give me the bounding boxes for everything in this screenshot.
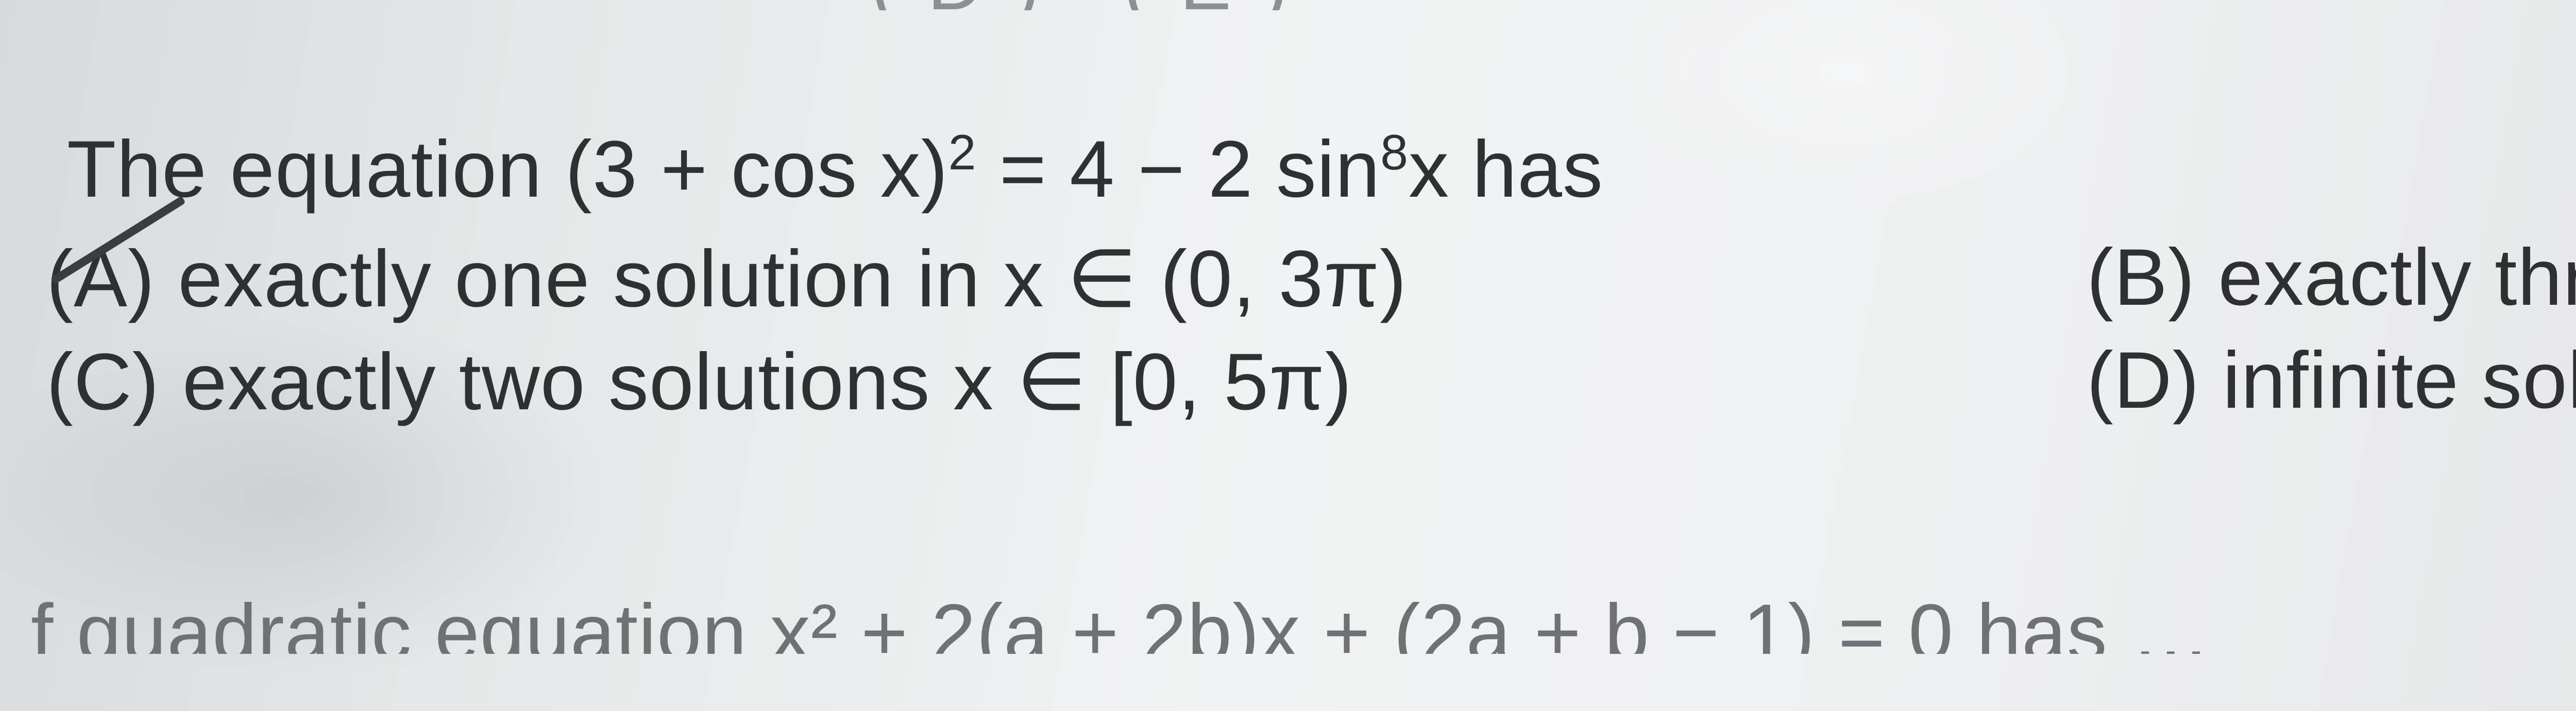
previous-question-cutoff: (D) (E) [871,0,1319,10]
option-b-text: exactly three solutions [2195,233,2576,322]
option-a-text: exactly one solution in x ∈ (0, 3π) [155,234,1407,324]
stem-exp-8: 8 [1380,125,1409,180]
topcut-text: (D) (E) [871,0,1319,10]
question-stem: The equation (3 + cos x)2 = 4 − 2 sin8x … [67,124,1603,216]
option-c-text: exactly two solutions x ∈ [0, 5π) [160,337,1352,427]
stem-part-3: x has [1409,125,1603,214]
stem-part-2: = 4 − 2 sin [976,125,1380,214]
next-question-text: f quadratic equation x² + 2(a + 2b)x + (… [31,588,2211,654]
stem-exp-2: 2 [948,125,977,180]
option-d-text: infinite solutions [2200,336,2576,425]
stem-part-1: The equation (3 + cos x) [67,125,948,214]
option-d-label: (D) [2087,336,2200,425]
option-d[interactable]: (D) infinite solutions [2087,335,2576,427]
option-c[interactable]: (C) exactly two solutions x ∈ [0, 5π) [46,335,1352,428]
option-b[interactable]: (B) exactly three solutions [2087,232,2576,324]
next-question-cutoff: f quadratic equation x² + 2(a + 2b)x + (… [31,587,2211,654]
option-a[interactable]: (A) exactly one solution in x ∈ (0, 3π) [46,232,1407,325]
option-c-label: (C) [46,337,160,427]
page-surface: (D) (E) The equation (3 + cos x)2 = 4 − … [0,0,2576,711]
option-b-label: (B) [2087,233,2195,322]
